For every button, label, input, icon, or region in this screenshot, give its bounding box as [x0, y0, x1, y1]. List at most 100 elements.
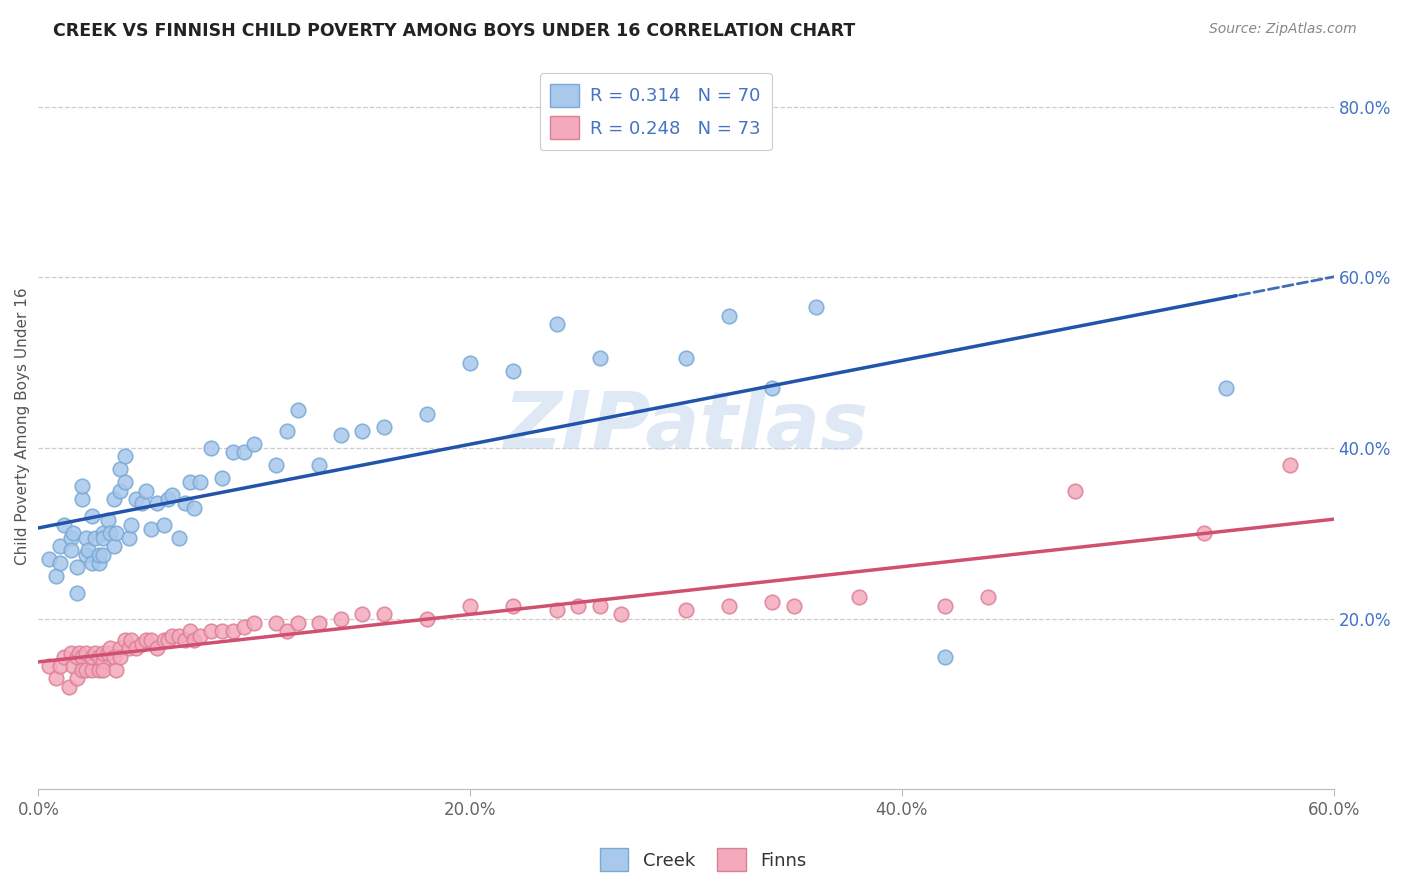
- Point: [174, 632, 197, 647]
- Point: [83, 531, 105, 545]
- Point: [70, 479, 93, 493]
- Point: [59, 646, 82, 660]
- Point: [179, 475, 201, 489]
- Point: [502, 364, 524, 378]
- Point: [167, 629, 190, 643]
- Point: [458, 599, 481, 613]
- Point: [232, 620, 254, 634]
- Point: [91, 526, 114, 541]
- Point: [49, 556, 72, 570]
- Point: [114, 450, 136, 464]
- Point: [146, 641, 169, 656]
- Point: [416, 611, 439, 625]
- Point: [105, 663, 128, 677]
- Point: [105, 526, 128, 541]
- Point: [352, 424, 374, 438]
- Point: [118, 641, 141, 656]
- Point: [77, 543, 100, 558]
- Point: [118, 531, 141, 545]
- Point: [110, 641, 132, 656]
- Point: [103, 650, 125, 665]
- Point: [718, 599, 741, 613]
- Point: [761, 594, 783, 608]
- Point: [243, 436, 266, 450]
- Point: [139, 522, 162, 536]
- Point: [146, 496, 169, 510]
- Point: [232, 445, 254, 459]
- Point: [152, 517, 174, 532]
- Point: [977, 591, 1000, 605]
- Point: [1215, 381, 1237, 395]
- Point: [62, 526, 84, 541]
- Point: [934, 650, 956, 665]
- Point: [98, 641, 121, 656]
- Point: [75, 663, 97, 677]
- Y-axis label: Child Poverty Among Boys Under 16: Child Poverty Among Boys Under 16: [15, 288, 30, 566]
- Point: [83, 646, 105, 660]
- Point: [120, 632, 142, 647]
- Point: [103, 539, 125, 553]
- Point: [38, 552, 60, 566]
- Point: [59, 531, 82, 545]
- Point: [174, 496, 197, 510]
- Point: [416, 407, 439, 421]
- Point: [352, 607, 374, 622]
- Point: [82, 663, 104, 677]
- Point: [1192, 526, 1215, 541]
- Point: [91, 548, 114, 562]
- Point: [66, 586, 89, 600]
- Point: [1063, 483, 1085, 498]
- Point: [222, 624, 245, 639]
- Point: [783, 599, 806, 613]
- Point: [69, 646, 91, 660]
- Point: [62, 658, 84, 673]
- Point: [761, 381, 783, 395]
- Point: [190, 629, 212, 643]
- Point: [49, 539, 72, 553]
- Point: [87, 556, 110, 570]
- Point: [75, 531, 97, 545]
- Point: [96, 646, 118, 660]
- Point: [167, 531, 190, 545]
- Point: [190, 475, 212, 489]
- Point: [70, 492, 93, 507]
- Point: [156, 492, 179, 507]
- Point: [87, 650, 110, 665]
- Point: [91, 663, 114, 677]
- Point: [804, 300, 827, 314]
- Point: [200, 441, 222, 455]
- Point: [152, 632, 174, 647]
- Point: [45, 569, 67, 583]
- Point: [87, 548, 110, 562]
- Point: [103, 492, 125, 507]
- Point: [276, 624, 298, 639]
- Point: [66, 560, 89, 574]
- Point: [373, 419, 395, 434]
- Point: [546, 318, 568, 332]
- Point: [287, 402, 309, 417]
- Point: [718, 309, 741, 323]
- Point: [58, 680, 80, 694]
- Point: [675, 351, 697, 366]
- Point: [91, 646, 114, 660]
- Text: ZIPatlas: ZIPatlas: [503, 388, 869, 466]
- Point: [82, 650, 104, 665]
- Point: [87, 663, 110, 677]
- Point: [264, 615, 287, 630]
- Point: [567, 599, 589, 613]
- Point: [308, 615, 330, 630]
- Point: [135, 483, 157, 498]
- Point: [287, 615, 309, 630]
- Point: [114, 475, 136, 489]
- Point: [124, 641, 146, 656]
- Point: [179, 624, 201, 639]
- Legend: R = 0.314   N = 70, R = 0.248   N = 73: R = 0.314 N = 70, R = 0.248 N = 73: [540, 73, 772, 150]
- Point: [934, 599, 956, 613]
- Point: [91, 531, 114, 545]
- Point: [82, 509, 104, 524]
- Point: [308, 458, 330, 472]
- Point: [546, 603, 568, 617]
- Point: [264, 458, 287, 472]
- Point: [373, 607, 395, 622]
- Point: [66, 671, 89, 685]
